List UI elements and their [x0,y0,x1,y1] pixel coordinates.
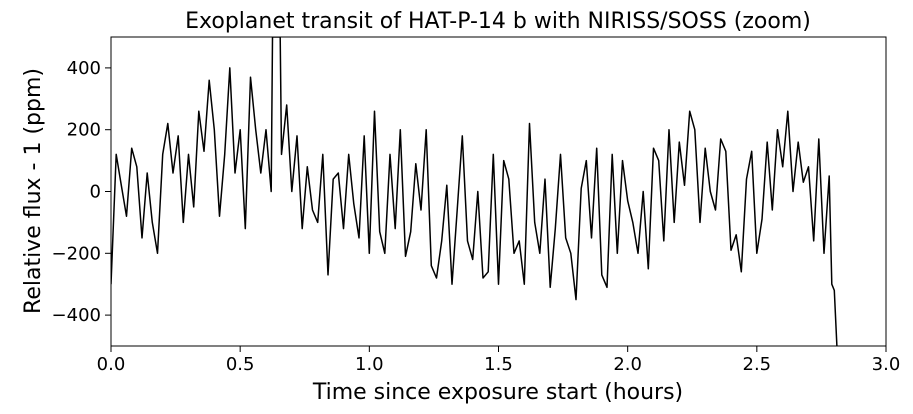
y-axis-label: Relative flux - 1 (ppm) [21,68,46,314]
x-tick-label: 3.0 [872,354,901,375]
series-line [111,37,838,346]
x-axis-ticks: 0.0 0.5 1.0 1.5 2.0 2.5 3.0 [97,346,901,375]
x-tick-label: 1.0 [355,354,384,375]
x-tick-label: 2.5 [743,354,772,375]
x-axis-label: Time since exposure start (hours) [312,380,683,405]
y-tick-label: 0 [90,182,101,203]
y-tick-label: −400 [52,305,101,326]
chart-title: Exoplanet transit of HAT-P-14 b with NIR… [185,9,811,34]
y-axis-ticks: −400 −200 0 200 400 [52,58,111,326]
y-tick-label: 200 [67,120,101,141]
x-tick-label: 0.5 [226,354,255,375]
series-line-group [111,37,838,346]
x-tick-label: 0.0 [97,354,126,375]
x-tick-label: 1.5 [484,354,513,375]
y-tick-label: 400 [67,58,101,79]
plot-area [111,37,886,346]
x-tick-label: 2.0 [613,354,642,375]
y-tick-label: −200 [52,243,101,264]
